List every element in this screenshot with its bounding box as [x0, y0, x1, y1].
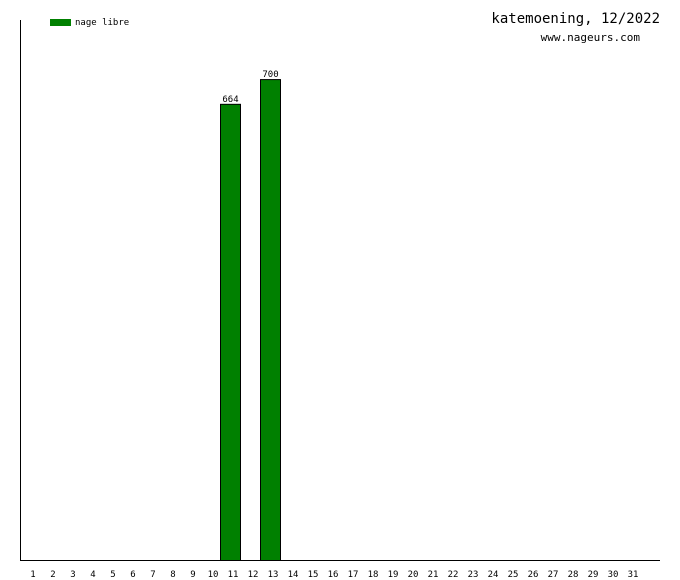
- x-tick-label: 29: [588, 570, 599, 580]
- data-label: 664: [222, 95, 238, 105]
- data-label: 700: [262, 70, 278, 80]
- x-tick-label: 31: [628, 570, 639, 580]
- x-tick-label: 22: [448, 570, 459, 580]
- chart-title: katemoening, 12/2022: [491, 11, 660, 27]
- legend-swatch: [50, 19, 71, 26]
- x-tick-label: 25: [508, 570, 519, 580]
- bar: [260, 79, 281, 561]
- x-tick-label: 28: [568, 570, 579, 580]
- chart-subtitle: www.nageurs.com: [541, 31, 641, 44]
- x-tick-label: 18: [368, 570, 379, 580]
- x-tick-label: 13: [268, 570, 279, 580]
- x-tick-label: 14: [288, 570, 299, 580]
- x-tick-label: 15: [308, 570, 319, 580]
- x-tick-label: 10: [208, 570, 219, 580]
- x-tick-label: 3: [70, 570, 75, 580]
- x-tick-label: 9: [190, 570, 195, 580]
- x-tick-label: 23: [468, 570, 479, 580]
- x-tick-label: 26: [528, 570, 539, 580]
- x-tick-label: 11: [228, 570, 239, 580]
- x-tick-label: 20: [408, 570, 419, 580]
- x-tick-label: 4: [90, 570, 95, 580]
- x-tick-label: 17: [348, 570, 359, 580]
- x-tick-label: 6: [130, 570, 135, 580]
- legend-label: nage libre: [75, 18, 129, 28]
- x-tick-label: 7: [150, 570, 155, 580]
- x-tick-label: 24: [488, 570, 499, 580]
- x-tick-label: 16: [328, 570, 339, 580]
- x-tick-label: 12: [248, 570, 259, 580]
- x-tick-label: 8: [170, 570, 175, 580]
- x-tick-label: 19: [388, 570, 399, 580]
- x-tick-label: 2: [50, 570, 55, 580]
- x-tick-label: 5: [110, 570, 115, 580]
- x-tick-label: 1: [30, 570, 35, 580]
- bar: [220, 103, 241, 561]
- x-tick-label: 21: [428, 570, 439, 580]
- x-tick-label: 30: [608, 570, 619, 580]
- x-tick-label: 27: [548, 570, 559, 580]
